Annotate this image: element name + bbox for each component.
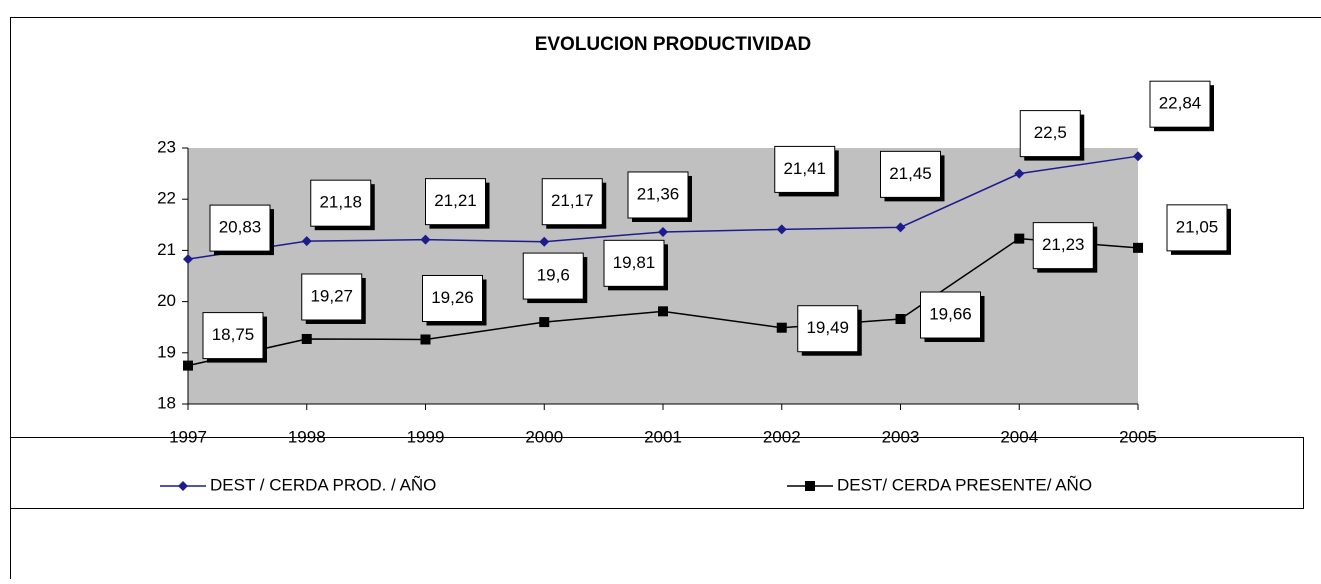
legend-box: [11, 438, 1304, 509]
data-label: 21,18: [319, 193, 362, 212]
x-tick-label: 2004: [1000, 427, 1038, 446]
y-tick-label: 23: [157, 137, 176, 156]
x-tick-label: 2001: [644, 427, 682, 446]
marker: [1014, 234, 1024, 244]
data-label: 19,27: [310, 286, 353, 305]
data-label: 21,23: [1042, 235, 1085, 254]
x-tick-label: 1997: [169, 427, 207, 446]
marker: [421, 334, 431, 344]
legend-label: DEST / CERDA PROD. / AÑO: [210, 475, 436, 494]
data-label: 19,81: [613, 253, 656, 272]
chart-title: EVOLUCION PRODUCTIVIDAD: [535, 34, 812, 55]
data-label: 21,45: [889, 164, 932, 183]
data-label: 22,84: [1159, 94, 1202, 113]
y-tick-label: 18: [157, 393, 176, 412]
data-label: 19,26: [431, 288, 474, 307]
data-label: 19,6: [537, 266, 570, 285]
y-tick-label: 22: [157, 189, 176, 208]
x-tick-label: 2002: [763, 427, 801, 446]
x-tick-label: 1999: [407, 427, 445, 446]
x-tick-label: 2000: [525, 427, 563, 446]
marker: [658, 306, 668, 316]
marker: [539, 317, 549, 327]
data-label: 21,36: [637, 184, 680, 203]
marker: [805, 481, 815, 491]
data-label: 21,21: [434, 191, 477, 210]
x-tick-label: 2003: [882, 427, 920, 446]
y-tick-label: 21: [157, 240, 176, 259]
marker: [1133, 243, 1143, 253]
marker: [183, 361, 193, 371]
data-label: 21,17: [551, 191, 594, 210]
y-tick-label: 20: [157, 291, 176, 310]
x-tick-label: 2005: [1119, 427, 1157, 446]
x-tick-label: 1998: [288, 427, 326, 446]
marker: [777, 323, 787, 333]
marker: [302, 334, 312, 344]
data-label: 18,75: [212, 325, 255, 344]
data-label: 21,05: [1176, 217, 1219, 236]
y-tick-label: 19: [157, 342, 176, 361]
legend-label: DEST/ CERDA PRESENTE/ AÑO: [837, 475, 1092, 494]
data-label: 22,5: [1034, 123, 1067, 142]
data-label: 19,49: [806, 318, 849, 337]
data-label: 19,66: [929, 304, 972, 323]
data-label: 20,83: [219, 218, 262, 237]
data-label: 21,41: [783, 159, 826, 178]
marker: [896, 314, 906, 324]
